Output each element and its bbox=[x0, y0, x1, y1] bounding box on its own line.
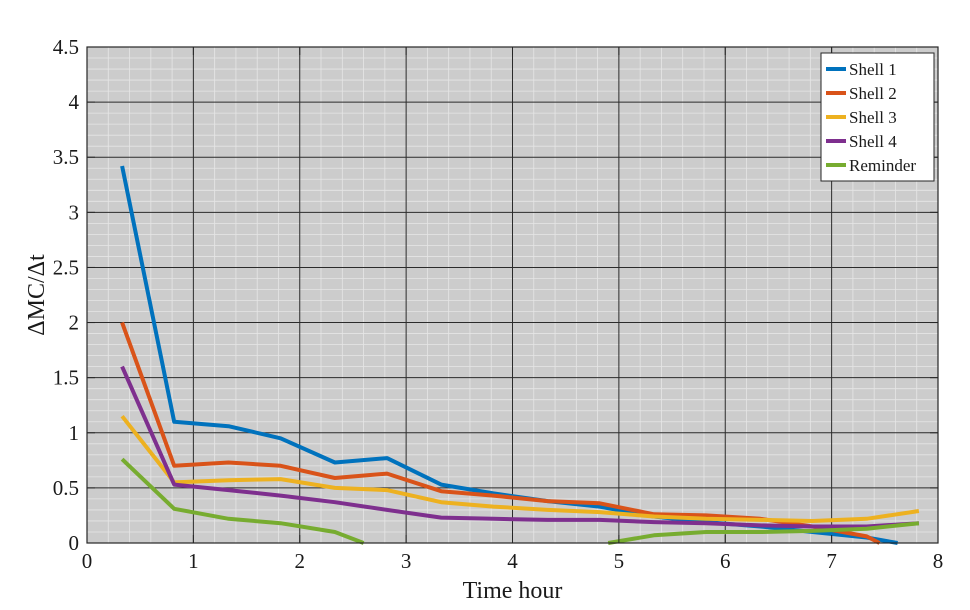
series-lines bbox=[120, 165, 920, 545]
y-tick-label: 4 bbox=[69, 90, 80, 114]
x-tick-label: 3 bbox=[401, 549, 412, 573]
x-tick-label: 2 bbox=[295, 549, 306, 573]
legend-label: Shell 2 bbox=[849, 84, 897, 103]
x-tick-label: 1 bbox=[188, 549, 199, 573]
series-line-reminder bbox=[607, 521, 920, 545]
y-tick-label: 1 bbox=[69, 421, 80, 445]
x-tick-label: 8 bbox=[933, 549, 944, 573]
x-tick-label: 7 bbox=[826, 549, 837, 573]
legend-label: Shell 4 bbox=[849, 132, 897, 151]
y-tick-label: 2 bbox=[69, 311, 80, 335]
x-tick-label: 5 bbox=[614, 549, 625, 573]
y-tick-label: 0.5 bbox=[53, 476, 79, 500]
legend: Shell 1 Shell 2 Shell 3 Shell 4 Reminder bbox=[820, 52, 935, 182]
y-tick-label: 2.5 bbox=[53, 255, 79, 279]
legend-label: Reminder bbox=[849, 156, 916, 175]
series-line-shell-4 bbox=[120, 365, 920, 529]
x-tick-labels: 0 1 2 3 4 5 6 7 8 bbox=[82, 549, 944, 573]
legend-label: Shell 1 bbox=[849, 60, 897, 79]
x-axis-label: Time hour bbox=[463, 578, 563, 604]
x-tick-label: 6 bbox=[720, 549, 731, 573]
y-tick-label: 1.5 bbox=[53, 366, 79, 390]
major-gridlines bbox=[87, 47, 938, 543]
y-tick-label: 4.5 bbox=[53, 35, 79, 59]
series-line-shell-2 bbox=[120, 321, 881, 545]
x-tick-label: 0 bbox=[82, 549, 93, 573]
y-tick-labels: 0 0.5 1 1.5 2 2.5 3 3.5 4 4.5 bbox=[53, 35, 80, 555]
y-tick-label: 3 bbox=[69, 200, 80, 224]
legend-label: Shell 3 bbox=[849, 108, 897, 127]
series-line-reminder bbox=[120, 457, 365, 545]
y-axis-label: ΔMC/Δt bbox=[24, 254, 50, 336]
series-line-shell-3 bbox=[120, 414, 920, 523]
y-tick-label: 3.5 bbox=[53, 145, 79, 169]
y-tick-label: 0 bbox=[69, 531, 80, 555]
x-tick-label: 4 bbox=[507, 549, 518, 573]
